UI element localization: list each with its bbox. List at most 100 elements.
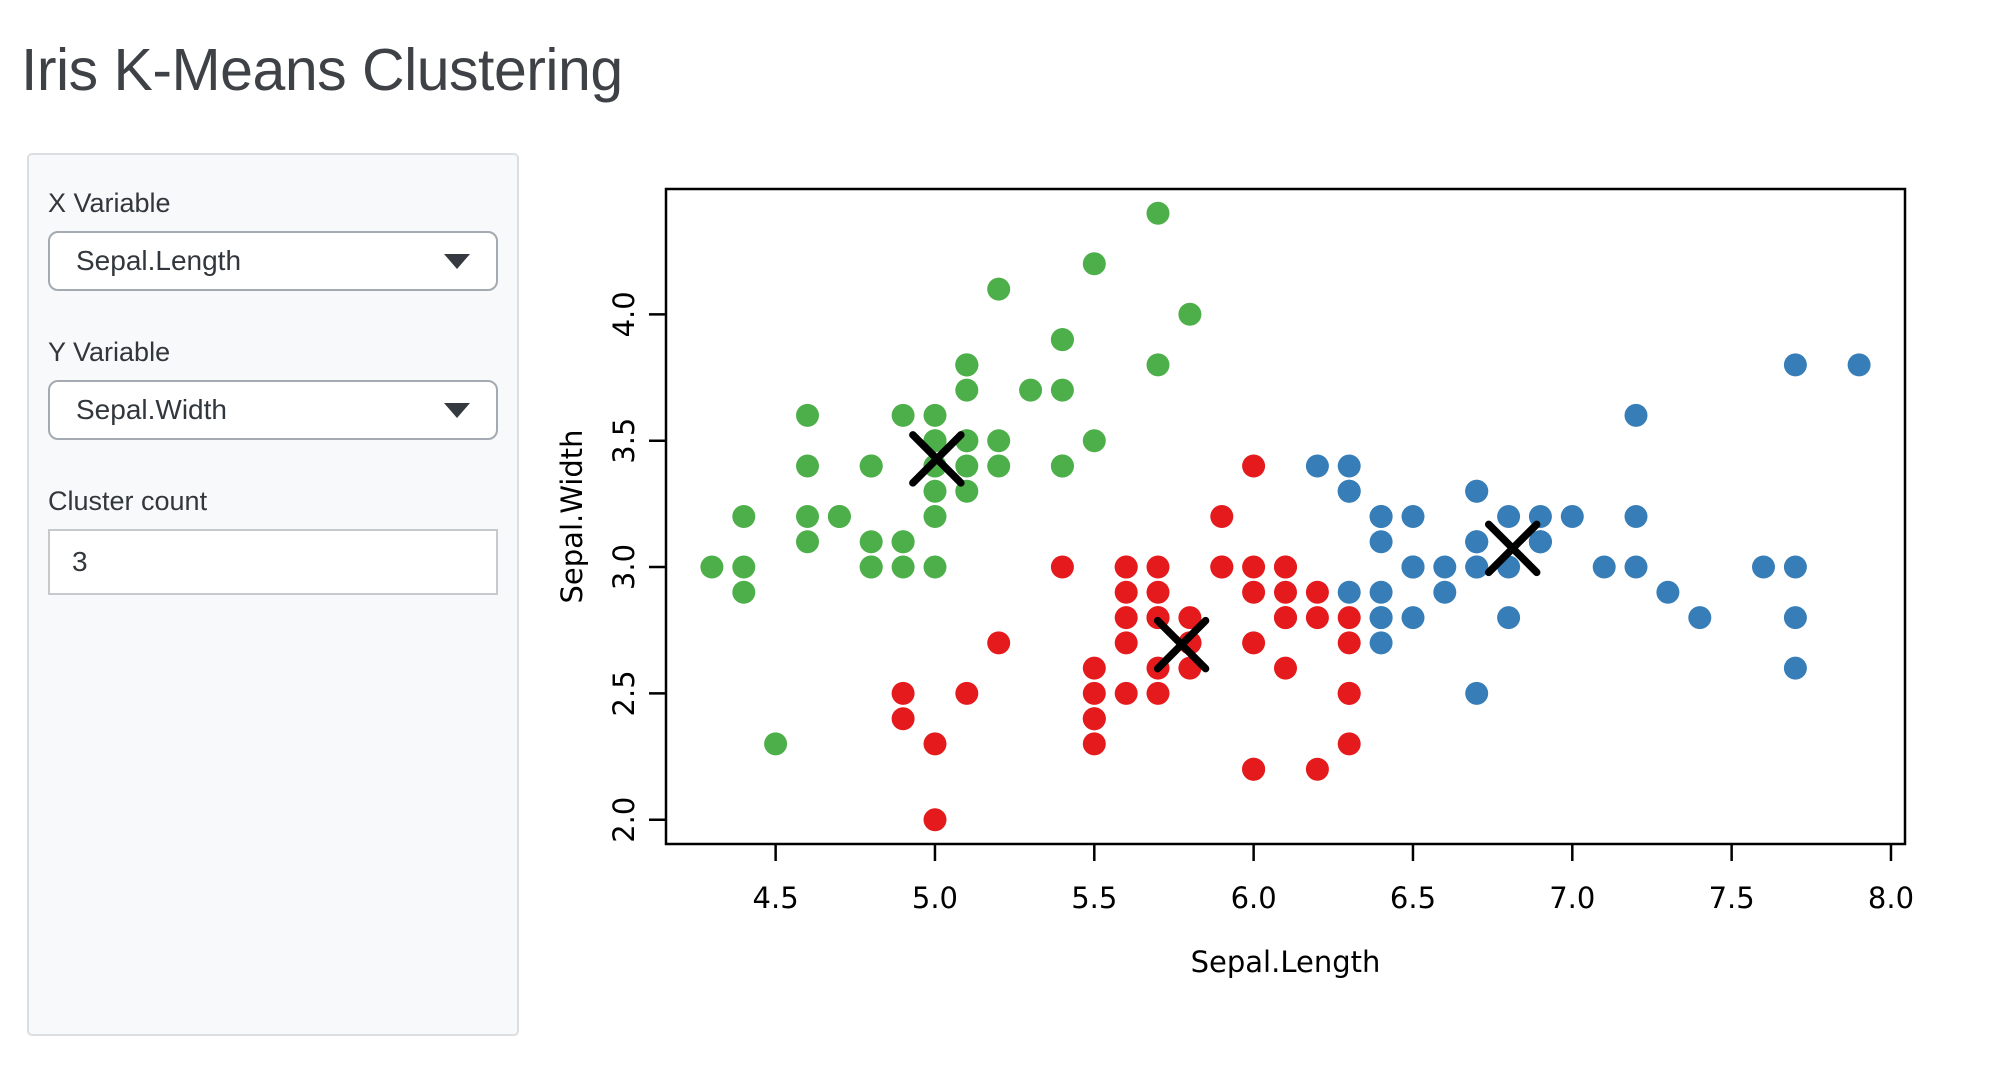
data-point-cluster-green [859, 555, 883, 579]
y-tick-label: 3.5 [607, 418, 641, 464]
data-point-cluster-red [1274, 580, 1297, 604]
centroid-marker [909, 431, 965, 487]
data-point-cluster-red [1274, 606, 1297, 630]
data-point-cluster-green [1178, 302, 1202, 326]
y-variable-select[interactable]: Sepal.Width [48, 380, 498, 440]
y-variable-label: Y Variable [48, 337, 171, 367]
x-tick-label: 5.0 [912, 881, 958, 915]
data-point-cluster-red [1146, 555, 1170, 579]
data-point-cluster-red [891, 707, 915, 731]
data-point-cluster-blue [1783, 656, 1807, 680]
data-point-cluster-green [1082, 429, 1106, 453]
data-point-cluster-red [1146, 681, 1170, 705]
data-point-cluster-green [1146, 201, 1170, 225]
y-tick-label: 2.0 [607, 797, 641, 843]
x-variable-value: Sepal.Length [76, 245, 242, 276]
data-point-cluster-red [1114, 555, 1138, 579]
data-point-cluster-blue [1433, 555, 1457, 579]
data-point-cluster-blue [1624, 505, 1648, 528]
x-variable-label: X Variable [48, 188, 171, 218]
data-point-cluster-green [827, 505, 851, 528]
cluster-count-input[interactable] [48, 529, 498, 595]
data-point-cluster-blue [1369, 631, 1393, 655]
data-point-cluster-red [1305, 606, 1329, 630]
data-point-cluster-green [923, 403, 947, 427]
data-point-cluster-blue [1401, 606, 1425, 630]
data-point-cluster-green [923, 479, 947, 503]
data-point-cluster-blue [1624, 403, 1648, 427]
data-point-cluster-blue [1656, 580, 1680, 604]
data-point-cluster-red [1274, 656, 1297, 680]
data-point-cluster-green [891, 555, 915, 579]
chevron-down-icon [444, 254, 470, 269]
data-point-cluster-green [955, 454, 979, 478]
data-point-cluster-blue [1528, 530, 1552, 554]
data-point-cluster-blue [1369, 505, 1393, 528]
chevron-down-icon [444, 403, 470, 418]
data-point-cluster-red [1114, 681, 1138, 705]
data-point-cluster-green [891, 530, 915, 554]
y-axis-title: Sepal.Width [555, 430, 589, 604]
x-tick-label: 7.0 [1549, 881, 1595, 915]
data-point-cluster-green [987, 454, 1011, 478]
data-point-cluster-green [796, 530, 819, 554]
sidebar-panel: X Variable Sepal.Length Y Variable Sepal… [27, 153, 519, 1036]
data-point-cluster-blue [1783, 555, 1807, 579]
data-point-cluster-red [891, 681, 915, 705]
data-point-cluster-green [1146, 353, 1170, 377]
data-point-cluster-red [1146, 580, 1170, 604]
data-point-cluster-blue [1752, 555, 1775, 579]
y-tick-label: 4.0 [607, 291, 641, 337]
data-point-cluster-red [1082, 732, 1106, 756]
data-point-cluster-red [1242, 555, 1266, 579]
y-variable-value: Sepal.Width [76, 394, 227, 425]
data-point-cluster-green [732, 555, 756, 579]
x-axis-title: Sepal.Length [1191, 945, 1381, 979]
data-point-cluster-blue [1592, 555, 1616, 579]
x-tick-label: 5.5 [1071, 881, 1117, 915]
data-point-cluster-green [1050, 378, 1074, 402]
plot-box [664, 187, 1907, 846]
data-point-cluster-green [700, 555, 724, 579]
data-point-cluster-green [796, 505, 819, 528]
page-title: Iris K-Means Clustering [21, 37, 623, 103]
data-point-cluster-green [923, 505, 947, 528]
data-point-cluster-blue [1369, 606, 1393, 630]
data-point-cluster-blue [1497, 505, 1521, 528]
data-point-cluster-blue [1369, 580, 1393, 604]
x-variable-select[interactable]: Sepal.Length [48, 231, 498, 291]
data-point-cluster-red [1210, 555, 1234, 579]
data-point-cluster-green [859, 530, 883, 554]
cluster-count-label: Cluster count [48, 486, 208, 516]
y-tick-label: 3.0 [607, 544, 641, 590]
data-point-cluster-green [923, 555, 947, 579]
data-point-cluster-green [955, 378, 979, 402]
centroid-marker [1153, 616, 1210, 673]
data-point-cluster-red [1242, 631, 1266, 655]
data-point-cluster-green [1050, 454, 1074, 478]
data-point-cluster-red [1242, 757, 1266, 781]
data-point-cluster-blue [1624, 555, 1648, 579]
data-point-cluster-red [1337, 631, 1361, 655]
data-point-cluster-blue [1465, 555, 1489, 579]
data-point-cluster-red [1337, 681, 1361, 705]
data-point-cluster-red [1082, 656, 1106, 680]
data-point-cluster-green [891, 403, 915, 427]
data-point-cluster-blue [1401, 555, 1425, 579]
data-point-cluster-green [955, 353, 979, 377]
data-point-cluster-green [732, 580, 756, 604]
data-point-cluster-blue [1369, 530, 1393, 554]
data-point-cluster-blue [1560, 505, 1584, 528]
data-point-cluster-blue [1688, 606, 1712, 630]
data-point-cluster-red [1274, 555, 1297, 579]
data-point-cluster-blue [1337, 479, 1361, 503]
data-point-cluster-red [955, 681, 979, 705]
x-tick-label: 4.5 [753, 881, 799, 915]
data-point-cluster-red [923, 732, 947, 756]
data-point-cluster-blue [1497, 606, 1521, 630]
data-point-cluster-red [1114, 606, 1138, 630]
data-point-cluster-green [859, 454, 883, 478]
data-point-cluster-red [1178, 606, 1202, 630]
data-point-cluster-red [1305, 757, 1329, 781]
